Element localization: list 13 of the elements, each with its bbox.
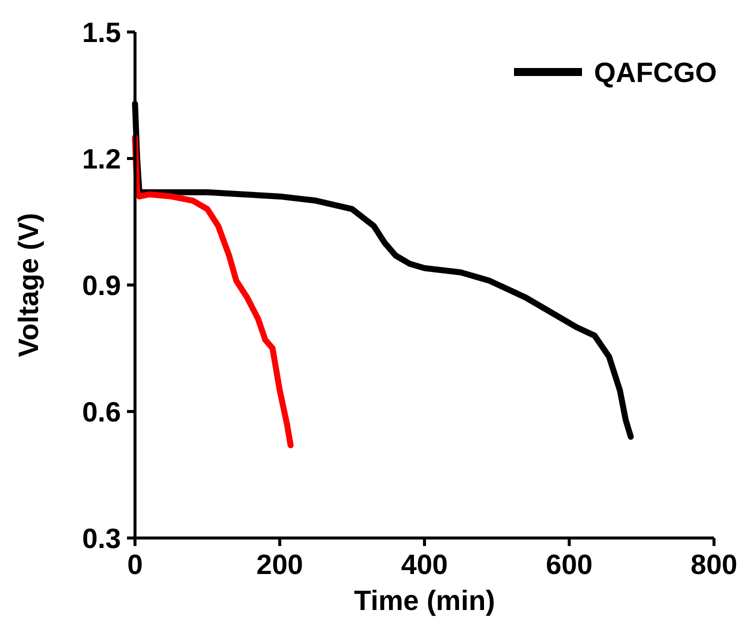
x-tick-label: 600 bbox=[546, 549, 593, 580]
y-axis-title: Voltage (V) bbox=[13, 212, 44, 358]
x-tick-label: 800 bbox=[690, 549, 738, 580]
y-tick-label: 0.6 bbox=[82, 396, 121, 428]
y-tick-label: 1.2 bbox=[82, 144, 121, 174]
y-tick-label: 1.5 bbox=[82, 17, 121, 48]
x-tick-label: 400 bbox=[401, 549, 448, 580]
y-tick-label: 0.9 bbox=[82, 270, 121, 301]
x-tick-label: 0 bbox=[127, 549, 143, 580]
y-tick-label: 0.3 bbox=[82, 523, 121, 554]
legend-label: QAFCGO bbox=[594, 57, 717, 88]
x-axis-title: Time (min) bbox=[354, 585, 496, 616]
x-tick-label: 200 bbox=[256, 549, 304, 580]
